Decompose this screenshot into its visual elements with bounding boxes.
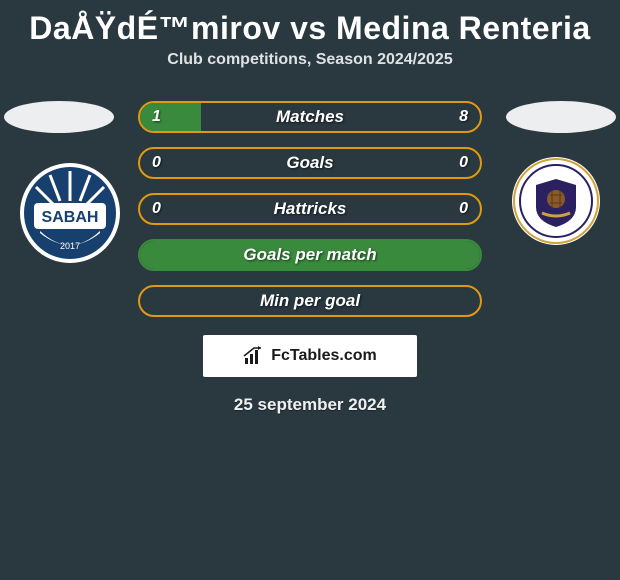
stat-label: Matches (140, 107, 480, 127)
page-title: DaÅŸdÉ™mirov vs Medina Renteria (0, 0, 620, 51)
stat-bar-goals: 00Goals (138, 147, 482, 179)
comparison-panel: SABAH 2017 18Matches 00Goals 00Hattricks Go… (0, 89, 620, 415)
stat-label: Min per goal (140, 291, 480, 311)
sabah-badge-icon: SABAH 2017 (20, 157, 120, 269)
stat-label: Hattricks (140, 199, 480, 219)
brand-badge[interactable]: FcTables.com (203, 335, 417, 377)
stat-label: Goals (140, 153, 480, 173)
player-photo-placeholder-right (506, 101, 616, 133)
stat-bar-matches: 18Matches (138, 101, 482, 133)
stat-bars: 18Matches 00Goals 00Hattricks Goals per mat… (138, 89, 482, 317)
stat-bar-min-per-goal: Min per goal (138, 285, 482, 317)
stat-bar-hattricks: 00Hattricks (138, 193, 482, 225)
chart-icon (243, 346, 265, 366)
svg-text:2017: 2017 (60, 241, 80, 251)
footer-date: 25 september 2024 (0, 377, 620, 415)
stat-label: Goals per match (140, 245, 480, 265)
qarabag-badge-icon (512, 157, 600, 245)
player-photo-placeholder-left (4, 101, 114, 133)
team-badge-right (512, 157, 600, 245)
brand-text: FcTables.com (271, 347, 377, 365)
svg-text:SABAH: SABAH (42, 209, 99, 226)
stat-bar-goals-per-match: Goals per match (138, 239, 482, 271)
page-subtitle: Club competitions, Season 2024/2025 (0, 51, 620, 89)
team-badge-left: SABAH 2017 (20, 157, 120, 269)
